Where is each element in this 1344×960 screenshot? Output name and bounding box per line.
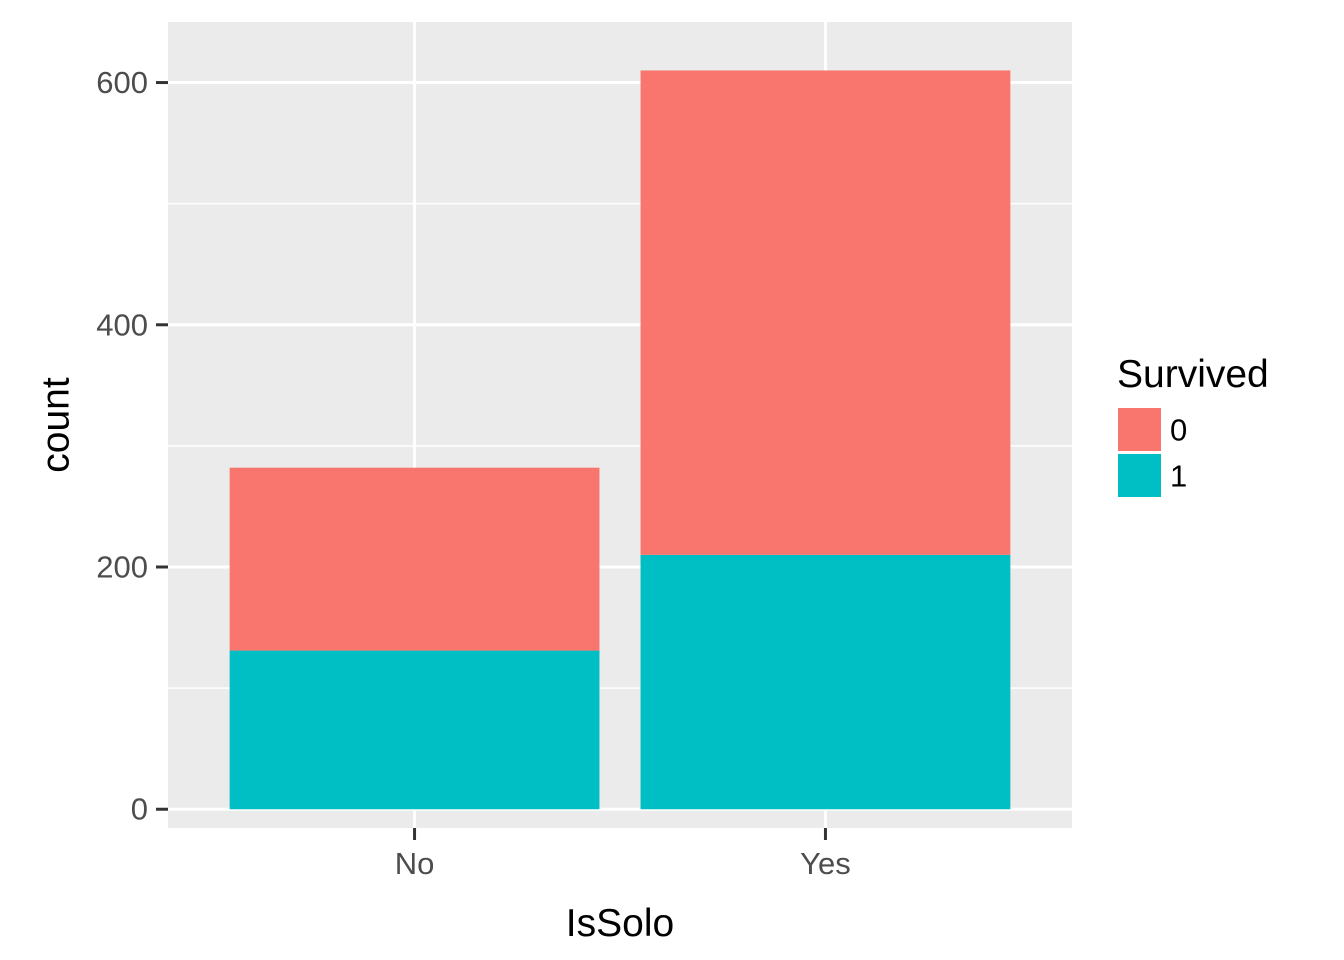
bars xyxy=(229,70,1011,810)
legend-title: Survived xyxy=(1117,353,1269,396)
bar-no-survived-0 xyxy=(229,467,600,651)
y-axis-title: count xyxy=(34,377,77,473)
x-axis: No Yes xyxy=(395,828,851,881)
legend-key-1 xyxy=(1118,454,1161,497)
legend-label-1: 1 xyxy=(1170,459,1187,494)
legend-label-0: 0 xyxy=(1170,413,1187,448)
y-tick-label: 400 xyxy=(96,307,148,342)
bar-yes-survived-1 xyxy=(640,554,1011,810)
y-tick-label: 200 xyxy=(96,550,148,585)
x-tick-label: No xyxy=(395,846,435,881)
y-tick-label: 0 xyxy=(131,792,148,827)
bar-no-survived-1 xyxy=(229,650,600,810)
y-axis: 0 200 400 600 xyxy=(96,65,168,827)
legend-entries: 01 xyxy=(1118,408,1187,497)
legend-key-0 xyxy=(1118,408,1161,451)
x-axis-title: IsSolo xyxy=(566,902,674,945)
y-tick-label: 600 xyxy=(96,65,148,100)
legend: Survived 01 xyxy=(1117,353,1269,497)
bar-yes-survived-0 xyxy=(640,70,1011,555)
x-tick-label: Yes xyxy=(800,846,851,881)
